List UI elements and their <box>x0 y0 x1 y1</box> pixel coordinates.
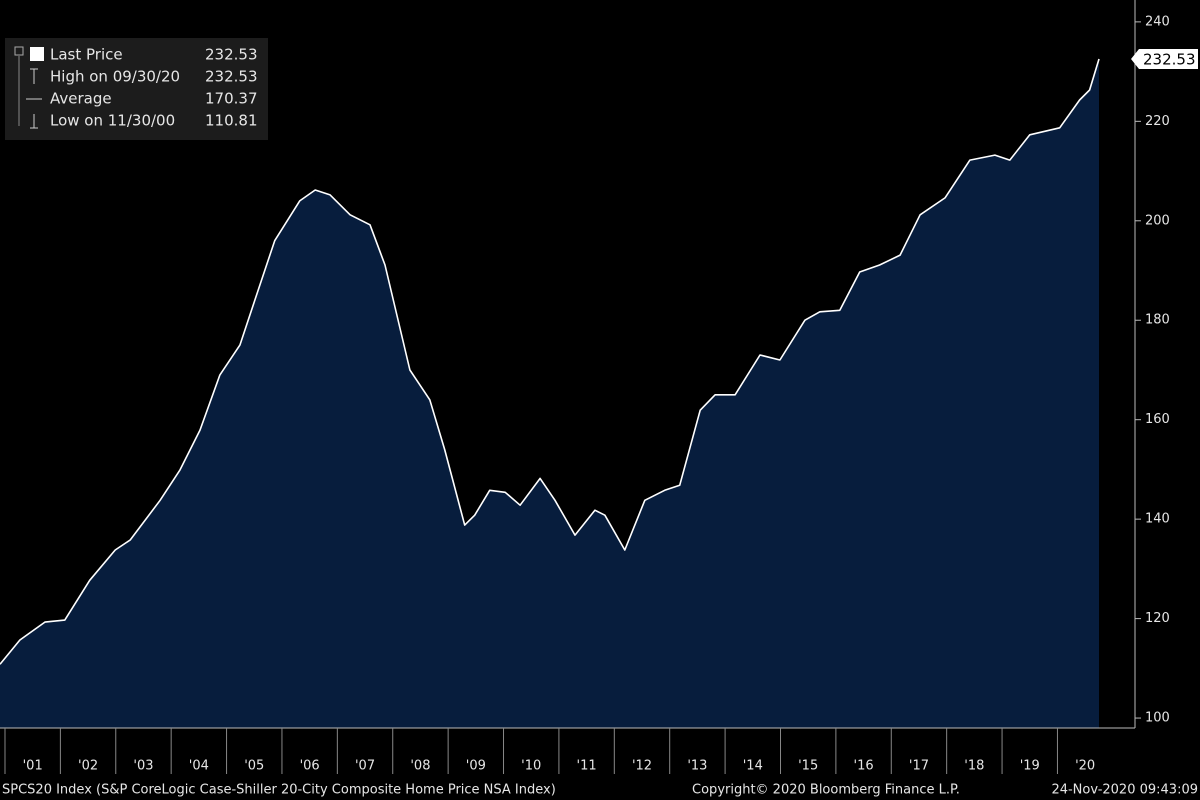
x-tick-label: '02 <box>78 759 98 774</box>
area <box>0 59 1099 728</box>
x-tick-label: '09 <box>466 759 486 774</box>
y-tick-label: 160 <box>1145 412 1170 427</box>
legend-icon <box>30 47 44 61</box>
legend-value: 110.81 <box>205 112 258 130</box>
legend-box <box>5 38 268 140</box>
x-tick-label: '11 <box>577 759 597 774</box>
x-tick-label: '12 <box>632 759 652 774</box>
x-tick-label: '18 <box>964 759 984 774</box>
legend-label: High on 09/30/20 <box>50 68 180 86</box>
legend-value: 170.37 <box>205 90 258 108</box>
line <box>0 58 1100 665</box>
x-tick-label: '04 <box>189 759 209 774</box>
footer-source: SPCS20 Index (S&P CoreLogic Case-Shiller… <box>2 783 556 798</box>
x-tick-label: '16 <box>854 759 874 774</box>
legend-label: Last Price <box>50 46 123 64</box>
x-tick-label: '01 <box>23 759 43 774</box>
y-tick-label: 140 <box>1145 512 1170 527</box>
x-tick-label: '07 <box>355 759 375 774</box>
legend: Last Price 232.53 High on 09/30/20 232.5… <box>5 38 268 140</box>
x-tick-label: '20 <box>1075 759 1095 774</box>
last-price-tag <box>1131 49 1198 70</box>
y-tick-label: 200 <box>1145 213 1170 228</box>
footer-copyright: Copyright© 2020 Bloomberg Finance L.P. <box>692 783 960 798</box>
x-tick-label: '10 <box>521 759 541 774</box>
y-tick-label: 100 <box>1145 711 1170 726</box>
plot-area <box>0 58 1100 728</box>
y-tick-label: 180 <box>1145 313 1170 328</box>
y-tick-label: 240 <box>1145 14 1170 29</box>
x-tick-label: '19 <box>1020 759 1040 774</box>
legend-label: Average <box>50 90 112 108</box>
x-tick-label: '06 <box>300 759 320 774</box>
x-tick-label: '08 <box>410 759 430 774</box>
y-tick-label: 120 <box>1145 611 1170 626</box>
legend-icon <box>14 46 24 56</box>
x-tick-label: '13 <box>687 759 707 774</box>
x-tick-label: '15 <box>798 759 818 774</box>
x-tick-label: '14 <box>743 759 763 774</box>
x-tick-label: '17 <box>909 759 929 774</box>
legend-value: 232.53 <box>205 68 258 86</box>
footer-timestamp: 24-Nov-2020 09:43:09 <box>1051 783 1198 798</box>
legend-label: Low on 11/30/00 <box>50 112 175 130</box>
y-tick-label: 220 <box>1145 114 1170 129</box>
legend-value: 232.53 <box>205 46 258 64</box>
last-price-label: 232.53 <box>1143 51 1196 69</box>
x-tick-label: '05 <box>244 759 264 774</box>
x-tick-label: '03 <box>133 759 153 774</box>
